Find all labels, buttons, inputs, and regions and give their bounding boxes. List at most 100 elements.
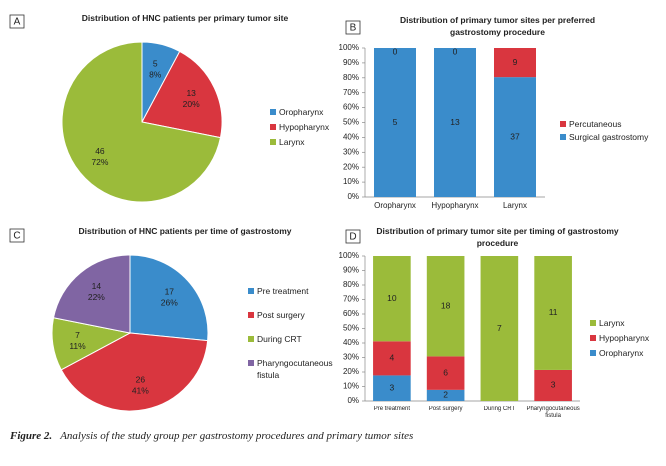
caption: Figure 2. Analysis of the study group per… (10, 430, 413, 442)
panel-box (345, 20, 361, 35)
panel-box (9, 228, 25, 243)
legend-swatch (248, 336, 254, 342)
bar-segment (494, 77, 536, 197)
legend-swatch (248, 360, 254, 366)
y-tick-label: 80% (343, 73, 359, 82)
page: {"chart_data": [ {"type": "pie", "panel"… (9, 13, 650, 442)
y-tick-label: 70% (343, 88, 359, 97)
y-tick-label: 40% (343, 338, 359, 347)
bar-segment (373, 375, 411, 401)
legend-label: Pre treatment (257, 286, 309, 296)
pie-slice (129, 254, 209, 342)
data-label: 0 (453, 46, 458, 56)
y-tick-label: 20% (343, 162, 359, 171)
data-label: 13 (450, 117, 460, 127)
y-tick-label: 60% (343, 309, 359, 318)
y-tick-label: 80% (343, 280, 359, 289)
y-tick-label: 50% (343, 118, 359, 127)
legend-swatch (270, 124, 276, 130)
data-label: 4 (390, 353, 395, 363)
chart-title: Distribution of primary tumor sites per … (399, 15, 596, 37)
y-tick-label: 20% (343, 367, 359, 376)
percent-label: 72% (91, 157, 108, 167)
data-label: 13 (186, 88, 196, 98)
bar-segment (534, 369, 572, 401)
data-label: 0 (393, 46, 398, 56)
caption-label: Figure 2. (10, 430, 53, 442)
bar-segment (494, 48, 536, 78)
data-label: 11 (549, 307, 558, 317)
legend-swatch (270, 139, 276, 145)
legend-label: Oropharynx (279, 107, 324, 117)
pie-slice (52, 254, 131, 334)
percent-label: 8% (149, 69, 162, 79)
legend-label: Post surgery (257, 310, 305, 320)
y-tick-label: 100% (339, 251, 359, 260)
percent-label: 41% (132, 385, 149, 395)
legend-swatch (248, 312, 254, 318)
legend-swatch (590, 350, 596, 356)
y-tick-label: 70% (343, 295, 359, 304)
legend-swatch (590, 320, 596, 326)
chart-title: Distribution of HNC patients per primary… (81, 13, 289, 23)
data-label: 18 (441, 300, 451, 310)
pie-slice (61, 41, 222, 203)
bar-segment (373, 341, 411, 376)
panel-letter: C (13, 231, 20, 242)
bar-segment (480, 256, 519, 401)
x-tick-label-box: Larynx (502, 202, 527, 210)
y-tick-label: 0% (347, 396, 359, 405)
legend-label-box: Surgical gastrostomy (569, 132, 649, 142)
data-label: 3 (390, 382, 395, 392)
bar-segment (426, 256, 465, 357)
x-tick-label: Larynx (502, 202, 527, 210)
data-label: 14 (92, 281, 102, 291)
data-label: 3 (551, 380, 556, 390)
data-label: 5 (153, 58, 158, 68)
legend-swatch (560, 134, 566, 140)
legend-label: Oropharynx (599, 348, 644, 358)
legend-label: Hypopharynx (599, 333, 650, 343)
legend-label-box: Hypopharynx (599, 333, 650, 343)
x-tick-label-box: Hypopharynx (431, 202, 479, 210)
x-tick-label-box: Oropharynx (374, 202, 416, 210)
x-tick-label: Hypopharynx (431, 202, 479, 210)
percent-label: 20% (183, 99, 200, 109)
data-label: 2 (443, 390, 448, 400)
y-tick-label: 30% (343, 147, 359, 156)
legend-label: Larynx (279, 137, 305, 147)
legend-swatch (270, 109, 276, 115)
x-tick-label: During CRT (483, 406, 516, 412)
bar-segment (434, 48, 476, 197)
x-tick-label-box: Pre treatment (373, 406, 411, 412)
figure: A Distribution of HNC patients per primar… (9, 13, 650, 419)
legend-label-box: Larynx (279, 137, 305, 147)
data-label: 6 (443, 367, 448, 377)
data-label: 9 (513, 57, 518, 67)
bar-segment (534, 256, 572, 370)
chart-title-box: Distribution of HNC patients per primary… (81, 13, 289, 23)
y-tick-label: 0% (347, 192, 359, 201)
legend-swatch (248, 288, 254, 294)
y-tick-label: 50% (343, 324, 359, 333)
legend-swatch (590, 335, 596, 341)
pie-slice (60, 332, 209, 412)
legend-swatch (560, 121, 566, 127)
panel-letter: B (350, 23, 357, 34)
legend-label-box: Pre treatment (257, 286, 309, 296)
legend-label-box: Oropharynx (279, 107, 324, 117)
panel-letter: A (14, 17, 21, 28)
y-tick-label: 10% (343, 382, 359, 391)
x-tick-label-box: Post surgery (428, 406, 463, 412)
data-label: 37 (510, 131, 520, 141)
legend-label: Surgical gastrostomy (569, 132, 649, 142)
legend-label-box: Post surgery (257, 310, 305, 320)
x-tick-label: Pharyngocutaneous fistula (526, 406, 580, 419)
percent-label: 22% (88, 292, 105, 302)
data-label: 17 (165, 287, 175, 297)
x-tick-label-box: During CRT (483, 406, 516, 412)
y-tick-label: 10% (343, 177, 359, 186)
x-tick-label: Pre treatment (373, 406, 411, 412)
x-tick-label: Post surgery (428, 406, 463, 412)
data-label: 7 (75, 330, 80, 340)
